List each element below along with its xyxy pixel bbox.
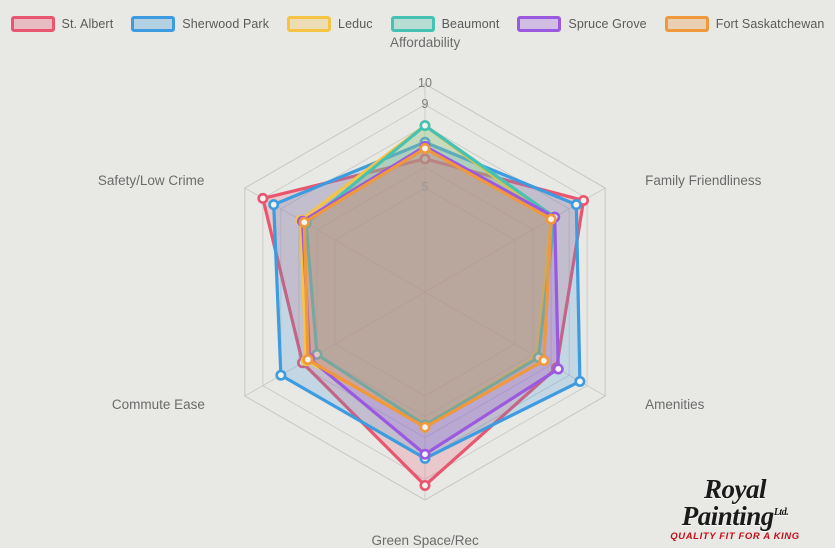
- axis-spoke-4: [244, 291, 426, 397]
- radial-tick-5: 5: [421, 180, 429, 194]
- legend-item-label: Fort Saskatchewan: [715, 17, 825, 31]
- legend-swatch-icon: [287, 16, 332, 32]
- watermark-brand: Royal PaintingLtd.: [649, 473, 821, 531]
- legend-item-st-albert[interactable]: St. Albert: [10, 16, 114, 32]
- legend-item-spruce-grove[interactable]: Spruce Grove: [517, 16, 647, 32]
- data-point[interactable]: [538, 355, 550, 367]
- radial-tick-9: 9: [421, 96, 429, 111]
- data-point[interactable]: [268, 199, 280, 211]
- axis-spoke-2: [424, 291, 606, 397]
- legend-item-label: St. Albert: [61, 17, 114, 31]
- axis-label-family-friendliness: Family Friendliness: [645, 172, 762, 188]
- watermark-brand-text: Royal Painting: [681, 473, 775, 531]
- legend-swatch-icon: [390, 16, 435, 32]
- legend-item-fort-saskatchewan[interactable]: Fort Saskatchewan: [664, 16, 825, 32]
- data-point[interactable]: [419, 448, 431, 460]
- data-point[interactable]: [419, 479, 431, 491]
- data-point[interactable]: [419, 120, 431, 132]
- axis-label-safety-low-crime: Safety/Low Crime: [97, 172, 205, 188]
- legend-swatch-icon: [131, 16, 176, 32]
- series-fort-saskatchewan: [298, 142, 557, 433]
- axis-label-affordability: Affordability: [390, 34, 461, 50]
- legend-item-label: Leduc: [338, 17, 373, 31]
- watermark-tagline: QUALITY FIT FOR A KING: [670, 530, 800, 542]
- data-point[interactable]: [574, 375, 586, 387]
- legend-item-label: Spruce Grove: [568, 17, 647, 31]
- legend-item-leduc[interactable]: Leduc: [287, 16, 373, 32]
- axis-label-green-space-rec: Green Space/Rec: [371, 532, 479, 548]
- legend-swatch-icon: [10, 16, 55, 32]
- data-point[interactable]: [419, 153, 431, 165]
- legend-swatch-icon: [664, 16, 709, 32]
- radial-tick-10: 10: [418, 76, 432, 90]
- data-point[interactable]: [257, 192, 269, 204]
- data-point[interactable]: [302, 354, 314, 366]
- data-point[interactable]: [275, 369, 287, 381]
- watermark-suffix: Ltd.: [773, 506, 789, 518]
- data-point[interactable]: [570, 199, 582, 211]
- data-point[interactable]: [298, 216, 310, 228]
- watermark-logo: Royal PaintingLtd. QUALITY FIT FOR A KIN…: [649, 473, 821, 542]
- data-point[interactable]: [552, 363, 564, 375]
- chart-legend: St. Albert Sherwood Park Leduc Beaumont Spru…: [0, 16, 835, 32]
- legend-swatch-icon: [517, 16, 562, 32]
- data-point[interactable]: [545, 213, 557, 225]
- axis-label-commute-ease: Commute Ease: [111, 396, 205, 412]
- data-point[interactable]: [419, 142, 431, 154]
- axis-label-amenities: Amenities: [645, 396, 705, 412]
- legend-item-label: Sherwood Park: [182, 17, 270, 31]
- data-point[interactable]: [419, 421, 431, 433]
- legend-item-beaumont[interactable]: Beaumont: [390, 16, 500, 32]
- legend-item-label: Beaumont: [441, 17, 500, 31]
- legend-item-sherwood-park[interactable]: Sherwood Park: [131, 16, 269, 32]
